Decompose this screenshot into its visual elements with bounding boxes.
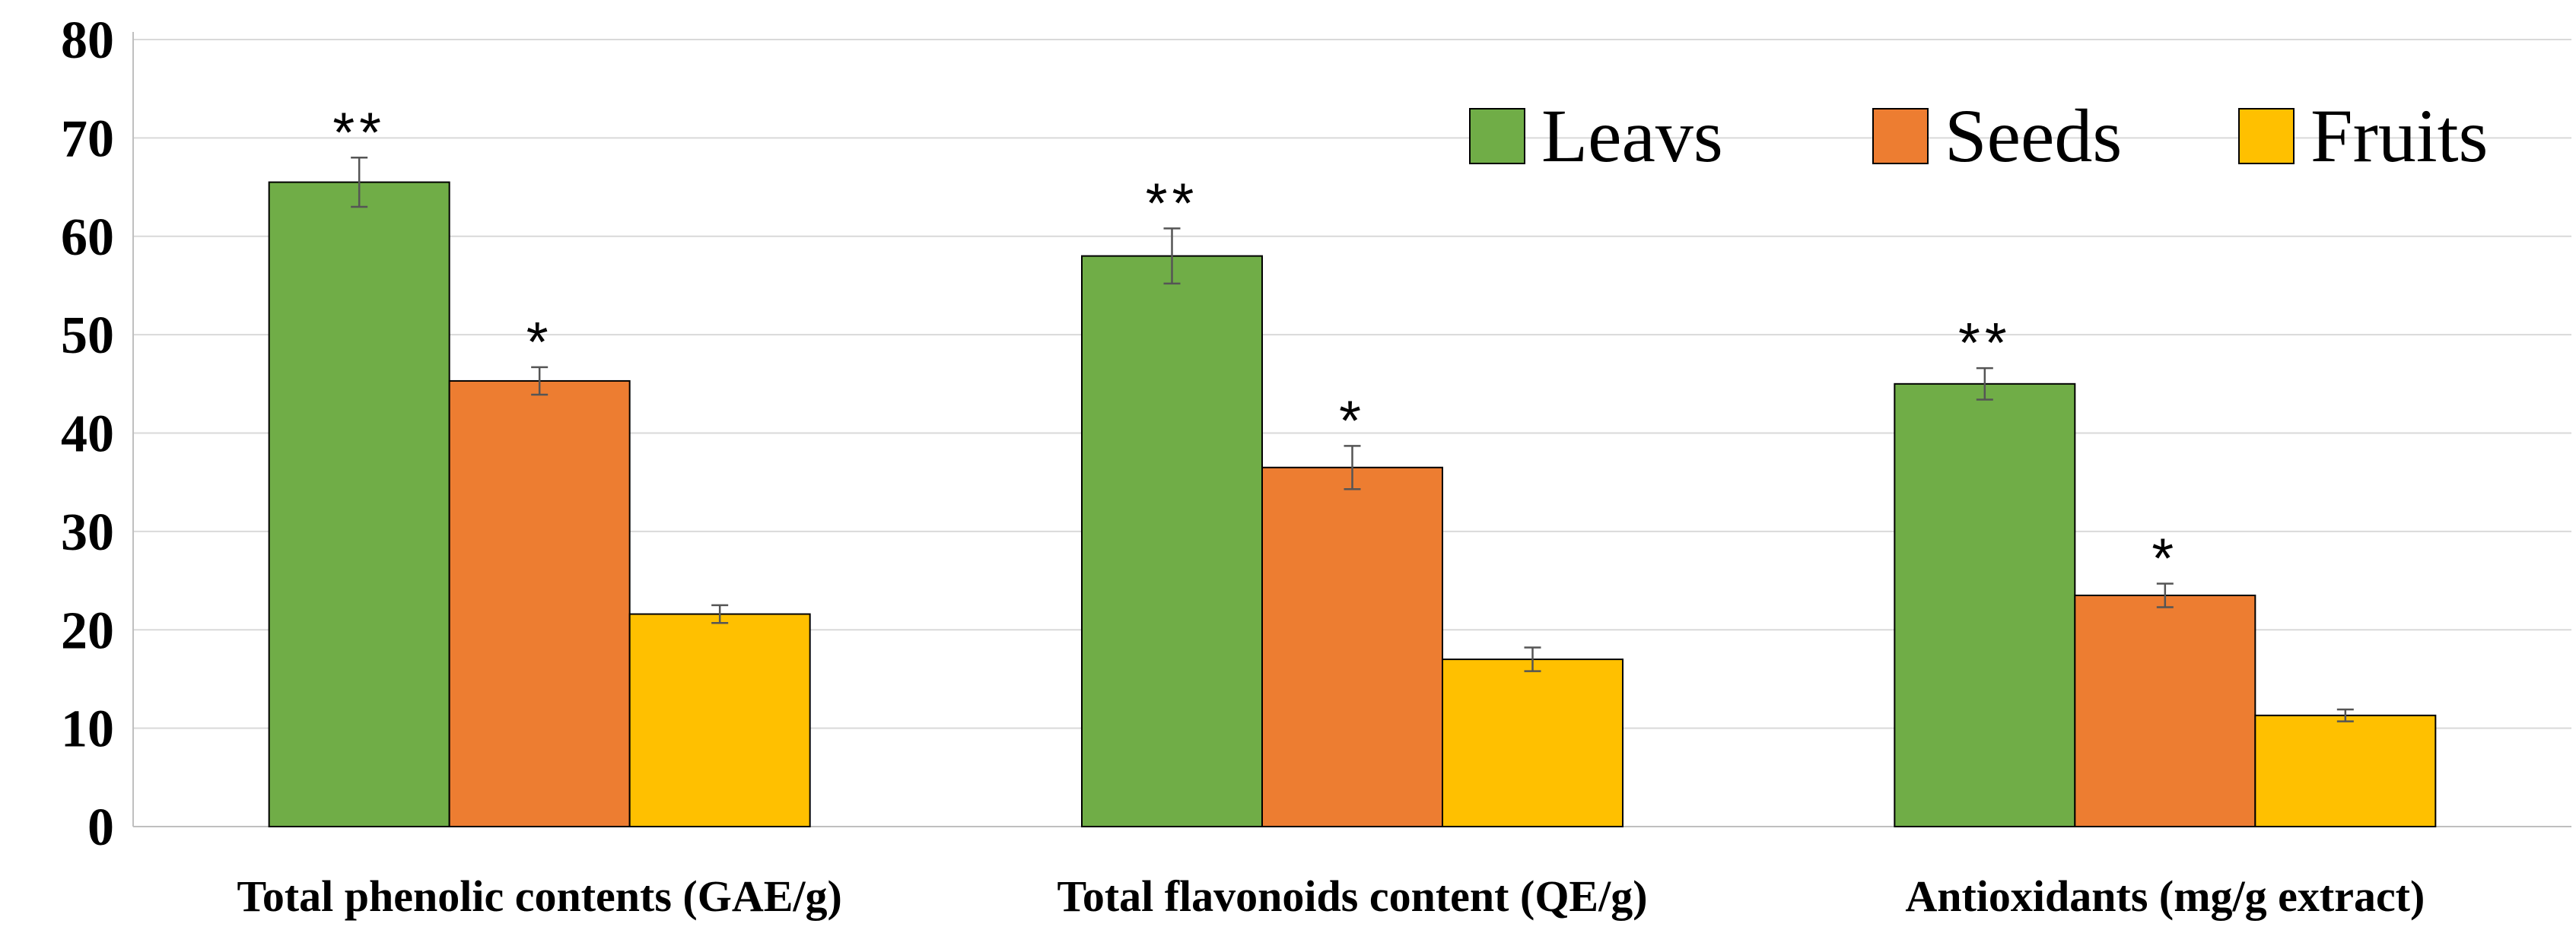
significance-marker: **	[1958, 311, 2012, 374]
bar-seeds-2	[2074, 594, 2256, 827]
labels: ***Total phenolic contents (GAE/g)***Tot…	[237, 100, 2425, 921]
y-tick-label: 70	[61, 110, 114, 168]
bar-fruits-2	[2254, 714, 2437, 828]
y-tick-label: 40	[61, 405, 114, 464]
axes: 0 10 20 30 40 50 60 70 80	[61, 11, 2571, 857]
y-tick-label: 60	[61, 208, 114, 267]
y-tick-label: 30	[61, 503, 114, 562]
bar-fruits-0	[628, 613, 811, 827]
y-tick-label: 80	[61, 11, 114, 70]
bars	[268, 157, 2437, 828]
significance-marker: **	[332, 100, 386, 163]
legend-swatch-fruits	[2238, 108, 2295, 164]
significance-marker: *	[1339, 389, 1366, 452]
bar-leavs-1	[1081, 255, 1263, 827]
x-category-label: Antioxidants (mg/g extract)	[1905, 871, 2425, 921]
legend-label-fruits: Fruits	[2310, 94, 2488, 178]
significance-marker: **	[1146, 171, 1199, 234]
x-category-label: Total phenolic contents (GAE/g)	[237, 871, 841, 921]
bar-leavs-0	[268, 181, 450, 827]
y-tick-label: 20	[61, 601, 114, 660]
y-tick-label: 0	[87, 798, 114, 857]
x-category-label: Total flavonoids content (QE/g)	[1057, 871, 1647, 921]
significance-marker: *	[526, 310, 553, 373]
legend: Leavs Seeds Fruits	[1469, 94, 2488, 178]
bar-leavs-2	[1894, 382, 2076, 827]
legend-label-leavs: Leavs	[1541, 94, 1723, 178]
y-tick-label: 50	[61, 306, 114, 365]
legend-swatch-seeds	[1872, 108, 1929, 164]
legend-swatch-leavs	[1469, 108, 1525, 164]
bar-fruits-1	[1442, 659, 1624, 827]
bar-seeds-0	[448, 379, 631, 827]
y-tick-label: 10	[61, 700, 114, 759]
bar-seeds-1	[1261, 466, 1443, 827]
legend-label-seeds: Seeds	[1945, 94, 2122, 178]
significance-marker: *	[2151, 526, 2178, 589]
